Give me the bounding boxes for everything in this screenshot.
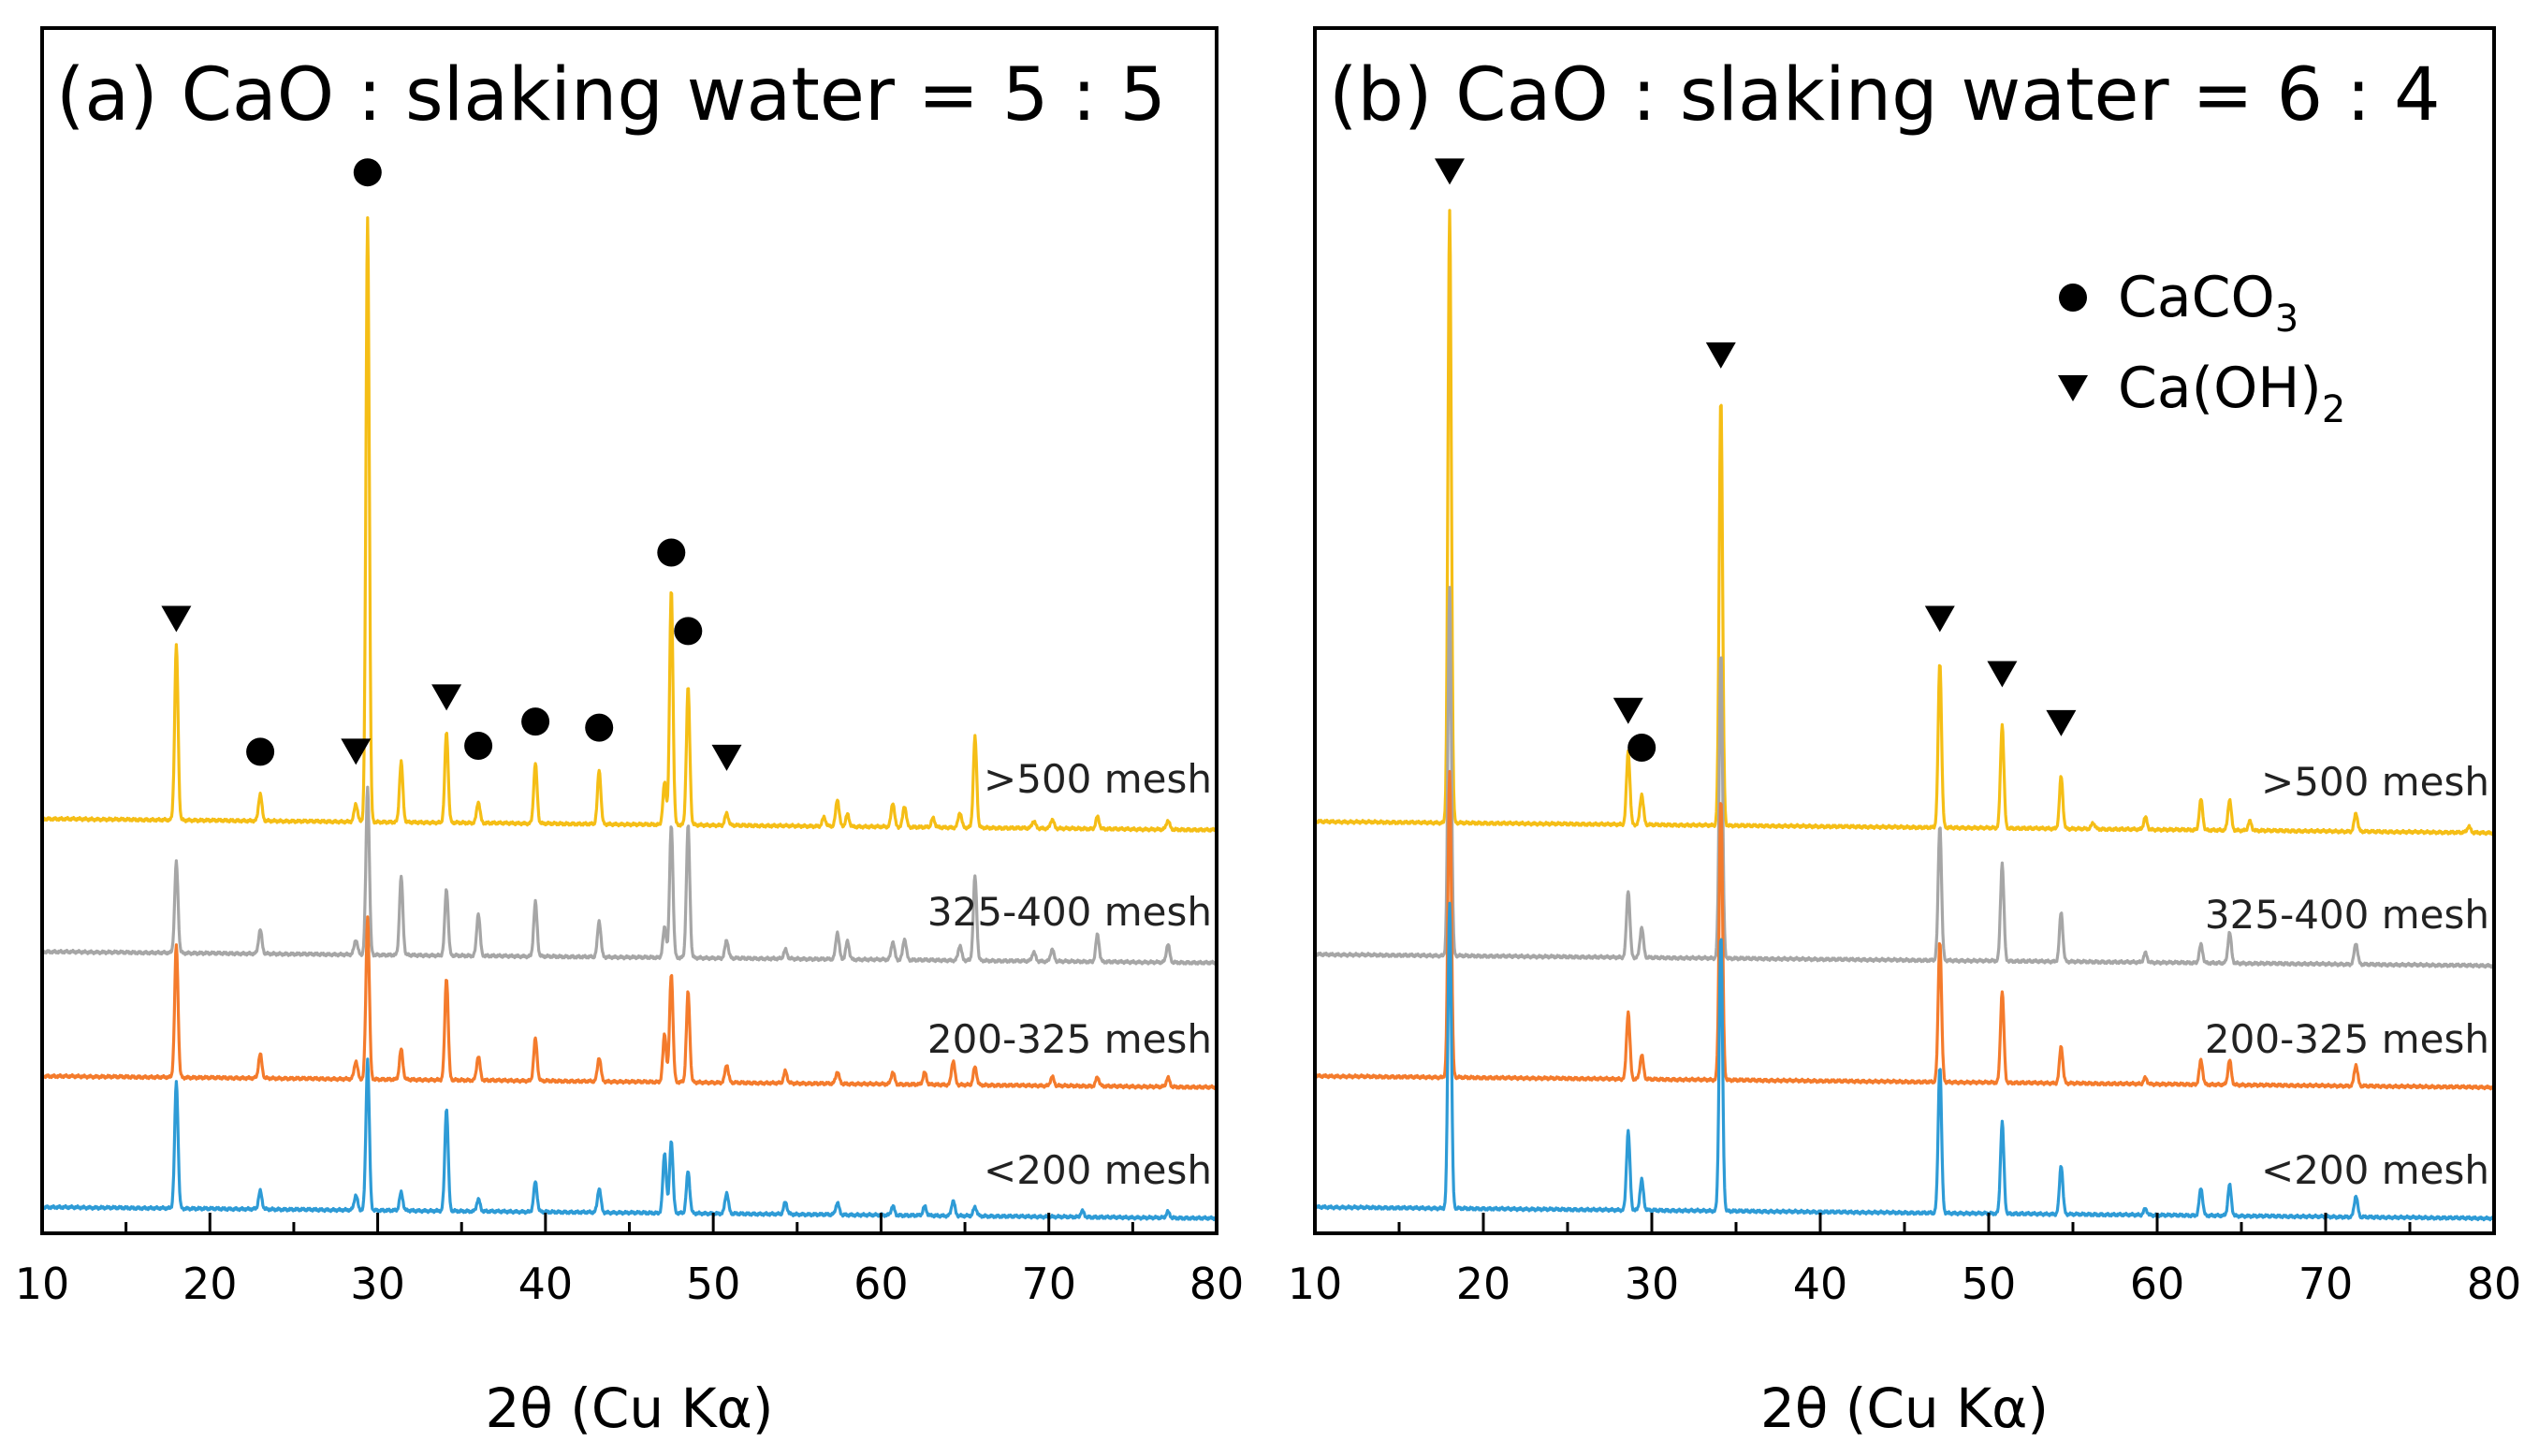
series-label: >500 mesh <box>984 756 1212 802</box>
caoh2-marker <box>1987 661 2018 688</box>
caoh2-marker <box>1705 342 1736 369</box>
legend-label-subscript: 3 <box>2275 298 2298 341</box>
caco3-marker <box>521 707 550 736</box>
series-line--200-mesh <box>1313 901 2496 1222</box>
series-line-325-400-mesh <box>40 785 1218 967</box>
caco3-marker <box>464 732 493 760</box>
caoh2-marker <box>1924 605 1955 633</box>
series-line--500-mesh <box>40 216 1218 834</box>
x-axis-label: 2θ (Cu Kα) <box>1760 1376 2049 1440</box>
series-label: 200-325 mesh <box>2205 1016 2489 1062</box>
panel-b: >500 mesh 325-400 mesh 200-325 mesh <200 me… <box>1288 26 2522 1440</box>
caco3-marker <box>657 538 686 567</box>
series-line--500-mesh <box>1313 209 2496 837</box>
x-tick-label: 20 <box>1456 1259 1511 1309</box>
caoh2-marker <box>1612 697 1643 724</box>
x-axis-label: 2θ (Cu Kα) <box>485 1376 773 1440</box>
caoh2-marker <box>431 684 462 711</box>
x-tick-label: 80 <box>1189 1259 1245 1309</box>
series-line-200-325-mesh <box>1313 769 2496 1091</box>
caco3-marker <box>246 737 275 766</box>
caoh2-marker <box>1435 158 1465 185</box>
series-line-200-325-mesh <box>41 915 1218 1091</box>
caoh2-marker <box>161 605 192 633</box>
x-tick-label: 50 <box>1962 1259 2017 1309</box>
x-tick-label: 40 <box>518 1259 574 1309</box>
x-tick-label: 20 <box>182 1259 238 1309</box>
series-line-325-400-mesh <box>1313 586 2496 969</box>
legend-label-subscript: 2 <box>2322 388 2345 431</box>
x-tick-label: 60 <box>2130 1259 2185 1309</box>
x-tick-label: 30 <box>1625 1259 1680 1309</box>
series-label: 325-400 mesh <box>2205 892 2489 938</box>
x-tick-label: 10 <box>1288 1259 1343 1309</box>
series-label: 200-325 mesh <box>927 1016 1212 1062</box>
panel-a: >500 mesh 325-400 mesh 200-325 mesh <200 me… <box>15 26 1245 1440</box>
x-tick-label: 70 <box>2298 1259 2354 1309</box>
series-label: >500 mesh <box>2261 759 2489 805</box>
caoh2-marker <box>711 744 742 771</box>
caco3-marker <box>585 713 614 742</box>
x-tick-label: 30 <box>350 1259 405 1309</box>
legend-label-text: Ca(OH) <box>2118 356 2322 421</box>
legend-label-text: CaCO <box>2118 265 2275 330</box>
series-label: <200 mesh <box>984 1147 1212 1193</box>
x-tick-label: 40 <box>1793 1259 1848 1309</box>
caco3-marker <box>674 617 703 646</box>
caoh2-marker <box>341 738 372 765</box>
caco3-marker <box>353 158 382 187</box>
x-tick-label: 10 <box>15 1259 70 1309</box>
legend-label: Ca(OH)2 <box>2118 356 2345 431</box>
legend-label: CaCO3 <box>2118 265 2298 341</box>
caoh2-marker <box>2046 709 2077 736</box>
series-line--200-mesh <box>40 1057 1218 1222</box>
panel-title: (b) CaO : slaking water = 6 : 4 <box>1329 53 2441 138</box>
x-tick-label: 70 <box>1021 1259 1076 1309</box>
x-tick-label: 80 <box>2467 1259 2522 1309</box>
legend-caco3-symbol <box>2059 284 2087 312</box>
caco3-marker <box>1627 734 1656 762</box>
panel-title: (a) CaO : slaking water = 5 : 5 <box>56 53 1166 138</box>
series-label: <200 mesh <box>2261 1147 2489 1193</box>
legend-caoh2-symbol <box>2058 375 2088 401</box>
x-tick-label: 60 <box>854 1259 909 1309</box>
x-tick-label: 50 <box>686 1259 741 1309</box>
series-label: 325-400 mesh <box>927 889 1212 935</box>
